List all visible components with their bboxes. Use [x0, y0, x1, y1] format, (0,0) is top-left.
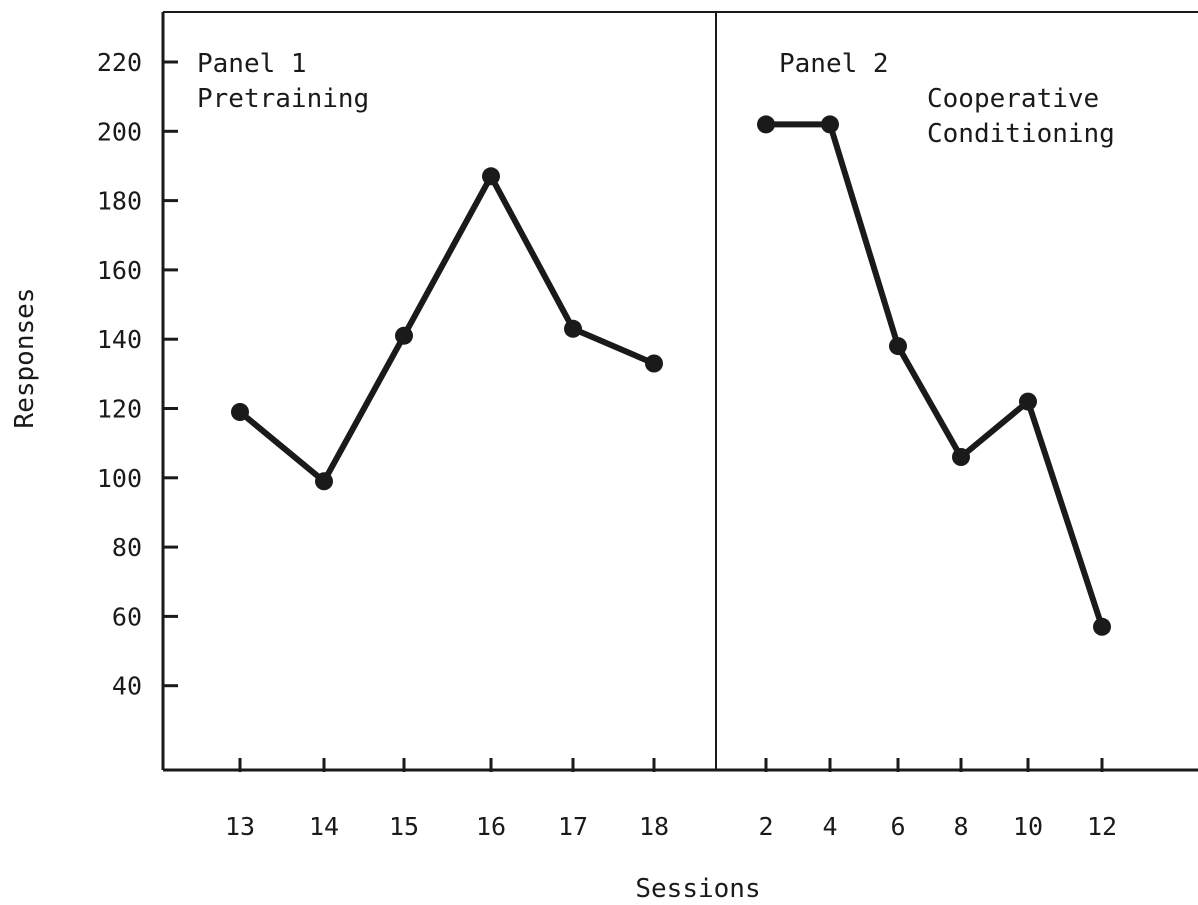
- panel-1-condition: Pretraining: [197, 84, 369, 114]
- data-point: [482, 167, 500, 186]
- series-lines: [237, 121, 1105, 630]
- x-tick-label: 16: [476, 812, 506, 841]
- series-line-panel-2: [763, 121, 1105, 630]
- x-tick-label: 17: [558, 812, 588, 841]
- y-tick-label: 100: [97, 464, 142, 493]
- x-tick-label: 10: [1013, 812, 1043, 841]
- y-ticks: 40 60 80 100 120 140 160 180 200 220: [97, 48, 178, 701]
- data-point: [952, 448, 970, 466]
- x-tick-label: 6: [890, 812, 905, 841]
- y-tick-label: 200: [97, 117, 142, 146]
- data-point: [645, 354, 663, 373]
- panel-1-label: Panel 1: [197, 49, 307, 79]
- x-tick-label: 8: [953, 812, 968, 841]
- x-ticks: 13 14 15 16 17 18 2 4 6 8 10 12: [225, 758, 1117, 841]
- panel-2-condition-line-2: Conditioning: [927, 119, 1115, 149]
- y-tick-label: 160: [97, 256, 142, 285]
- data-point: [1093, 617, 1111, 636]
- x-tick-label: 2: [758, 812, 773, 841]
- x-tick-label: 12: [1087, 812, 1117, 841]
- data-point: [889, 337, 907, 356]
- x-tick-label: 15: [389, 812, 419, 841]
- data-point: [231, 403, 249, 421]
- y-tick-label: 120: [97, 395, 142, 424]
- data-point: [1019, 392, 1037, 411]
- y-tick-label: 180: [97, 187, 142, 216]
- data-point: [821, 115, 839, 134]
- data-point: [395, 326, 413, 345]
- y-tick-label: 140: [97, 325, 142, 354]
- x-tick-label: 4: [822, 812, 837, 841]
- series-points: [231, 115, 1111, 636]
- x-tick-label: 13: [225, 812, 255, 841]
- x-axis-title: Sessions: [635, 874, 760, 904]
- y-tick-label: 220: [97, 48, 142, 77]
- y-axis-title: Responses: [10, 288, 40, 429]
- panel-2-label: Panel 2: [779, 49, 889, 79]
- data-point: [315, 472, 333, 491]
- x-tick-label: 18: [639, 812, 669, 841]
- y-tick-label: 60: [112, 602, 142, 631]
- data-point: [564, 319, 582, 338]
- data-point: [757, 115, 775, 134]
- series-line-panel-1: [237, 173, 657, 485]
- x-tick-label: 14: [309, 812, 339, 841]
- panel-2-condition-line-1: Cooperative: [927, 84, 1099, 114]
- y-tick-label: 40: [112, 672, 142, 701]
- y-tick-label: 80: [112, 533, 142, 562]
